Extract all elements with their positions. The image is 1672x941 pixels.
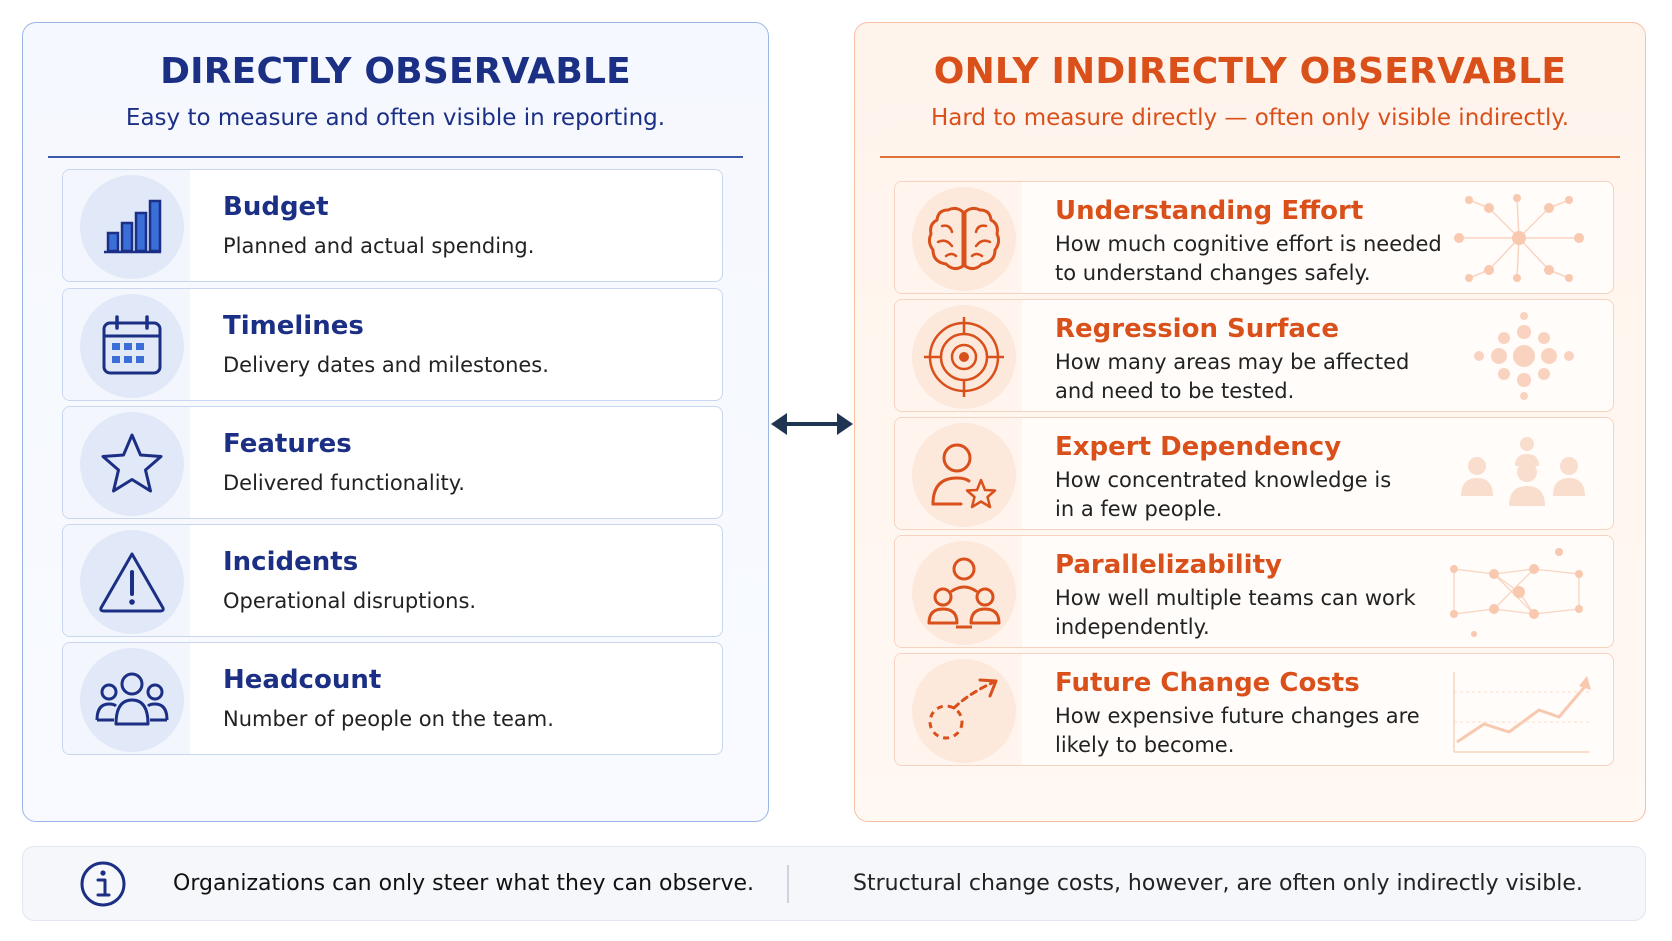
- card-description: Delivered functionality.: [223, 471, 465, 495]
- card-title: Regression Surface: [1055, 314, 1339, 344]
- card-title: Future Change Costs: [1055, 668, 1360, 698]
- expert-dependency-card: Expert Dependency How concentrated knowl…: [894, 417, 1614, 530]
- parallel-network-icon: [1450, 548, 1583, 637]
- warning-icon: [99, 552, 165, 613]
- features-card: Features Delivered functionality.: [62, 406, 723, 519]
- brain-icon: [927, 206, 1001, 271]
- budget-card: Budget Planned and actual spending.: [62, 169, 723, 282]
- expert-star-icon: [931, 443, 997, 509]
- star-icon: [101, 433, 163, 493]
- target-icon: [924, 317, 1004, 397]
- info-icon: [80, 861, 126, 907]
- trend-arrow-icon: [928, 678, 998, 740]
- card-description: Delivery dates and milestones.: [223, 353, 549, 377]
- teams-icon: [927, 557, 1001, 629]
- card-description: How concentrated knowledge is in a few p…: [1055, 468, 1392, 521]
- panel-title: DIRECTLY OBSERVABLE: [160, 51, 631, 92]
- card-description: How many areas may be affected and need …: [1055, 350, 1410, 403]
- card-description: How much cognitive effort is needed to u…: [1055, 232, 1442, 285]
- card-title: Parallelizability: [1055, 550, 1282, 580]
- card-title: Headcount: [223, 665, 382, 695]
- people-group-icon: [1461, 437, 1585, 506]
- card-description: Planned and actual spending.: [223, 234, 535, 258]
- card-title: Timelines: [223, 311, 364, 341]
- divider: [787, 865, 789, 903]
- timelines-card: Timelines Delivery dates and milestones.: [62, 288, 723, 401]
- card-title: Incidents: [223, 547, 359, 577]
- impact-cluster-icon: [1474, 312, 1574, 400]
- divider: [880, 156, 1620, 158]
- calendar-icon: [102, 315, 162, 375]
- regression-surface-card: Regression Surface How many areas may be…: [894, 299, 1614, 412]
- network-graph-icon: [1454, 194, 1584, 282]
- parallelizability-card: Parallelizability How well multiple team…: [894, 535, 1614, 648]
- card-title: Budget: [223, 192, 329, 222]
- double-arrow-icon: [771, 413, 853, 435]
- card-description: Operational disruptions.: [223, 589, 477, 613]
- directly-observable-panel: DIRECTLY OBSERVABLE Easy to measure and …: [22, 22, 769, 822]
- summary-right-text: Structural change costs, however, are of…: [853, 871, 1583, 896]
- summary-bar: Organizations can only steer what they c…: [22, 846, 1646, 921]
- people-icon: [95, 672, 169, 726]
- card-description: How expensive future changes are likely …: [1055, 704, 1420, 757]
- panel-subtitle: Easy to measure and often visible in rep…: [125, 105, 666, 131]
- summary-left-text: Organizations can only steer what they c…: [173, 871, 755, 896]
- panel-title: ONLY INDIRECTLY OBSERVABLE: [933, 51, 1567, 92]
- indirectly-observable-panel: ONLY INDIRECTLY OBSERVABLE Hard to measu…: [854, 22, 1646, 822]
- incidents-card: Incidents Operational disruptions.: [62, 524, 723, 637]
- divider: [48, 156, 743, 158]
- card-title: Understanding Effort: [1055, 196, 1364, 226]
- understanding-effort-card: Understanding Effort How much cognitive …: [894, 181, 1614, 294]
- rising-cost-chart-icon: [1453, 672, 1591, 753]
- card-title: Expert Dependency: [1055, 432, 1342, 462]
- card-description: Number of people on the team.: [223, 707, 554, 731]
- future-change-costs-card: Future Change Costs How expensive future…: [894, 653, 1614, 766]
- headcount-card: Headcount Number of people on the team.: [62, 642, 723, 755]
- bar-chart-icon: [104, 199, 162, 254]
- card-description: How well multiple teams can work indepen…: [1055, 586, 1416, 639]
- card-title: Features: [223, 429, 352, 459]
- panel-subtitle: Hard to measure directly — often only vi…: [930, 105, 1570, 131]
